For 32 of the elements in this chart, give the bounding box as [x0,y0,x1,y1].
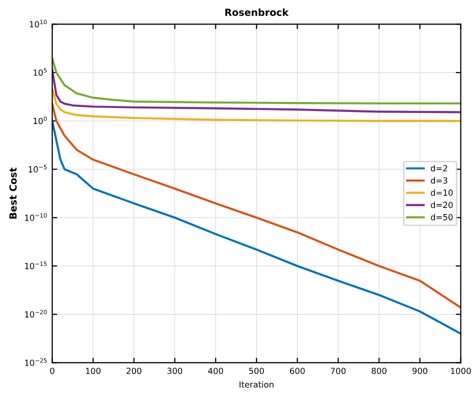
x-tick-label: 900 [412,368,428,374]
legend-label: d=2 [430,164,448,172]
x-tick-label: 0 [50,368,54,374]
y-tick-label: 10$^{−15}$ [25,262,47,270]
x-tick-label: 200 [126,368,142,374]
line-series [52,68,461,114]
legend-label: d=10 [430,189,453,196]
y-tick-label: 10$^{0}$ [34,116,47,124]
line-series [52,120,461,335]
x-tick-label: 700 [330,368,346,374]
x-tick-label: 600 [290,368,305,374]
y-tick-label: 10$^{−20}$ [25,310,47,318]
y-tick-label: 10$^{−25}$ [25,358,47,366]
y-tick-label: 10$^{−5}$ [28,164,47,172]
line-series [52,102,461,309]
legend-label: d=3 [430,177,448,184]
y-tick-label: 10$^{10}$ [30,20,47,28]
line-series [52,57,461,104]
legend-label: d=20 [430,202,453,208]
x-tick-label: 100 [86,368,100,374]
x-tick-label: 500 [249,368,264,374]
x-tick-label: 1000 [451,368,471,374]
x-axis-title: Iteration [240,381,274,388]
y-tick-label: 10$^{−10}$ [25,213,47,221]
x-tick-label: 800 [372,368,386,374]
x-tick-label: 400 [208,368,224,374]
legend-label: d=50 [430,214,453,220]
line-series [52,88,461,122]
chart-title: Rosenbrock [225,8,289,16]
y-tick-label: 10$^{5}$ [34,68,47,76]
x-tick-label: 300 [167,368,182,374]
y-axis-title: Best Cost [9,168,17,219]
